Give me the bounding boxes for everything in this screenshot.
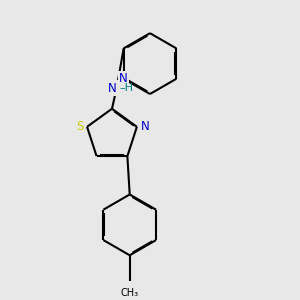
Text: N: N — [119, 72, 128, 85]
Text: N: N — [108, 82, 117, 94]
Text: –H: –H — [119, 83, 133, 93]
Text: N: N — [141, 120, 149, 133]
Text: S: S — [76, 120, 83, 133]
Text: CH₃: CH₃ — [121, 288, 139, 298]
